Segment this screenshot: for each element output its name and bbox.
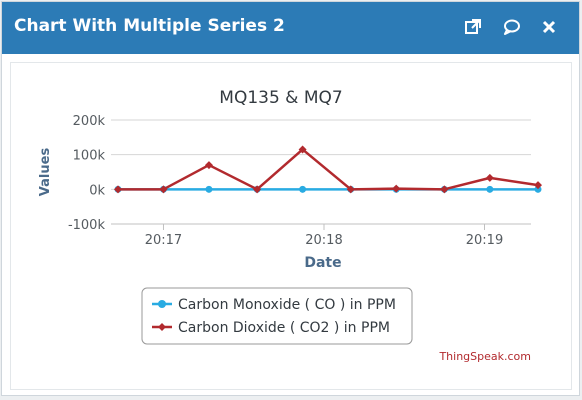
data-point <box>534 181 542 190</box>
y-axis-label: Values <box>38 148 53 197</box>
legend-label: Carbon Monoxide ( CO ) in PPM <box>178 297 396 313</box>
data-point <box>392 184 401 193</box>
x-axis-label: Date <box>304 255 341 271</box>
data-point <box>298 145 307 154</box>
data-point <box>485 173 494 182</box>
legend-marker <box>158 300 166 308</box>
data-point <box>253 185 262 194</box>
widget-header: Chart With Multiple Series 2 <box>2 2 579 54</box>
data-point <box>440 185 449 194</box>
chart-container: MQ135 & MQ7 -100k 0k 100k 200k Values 20:17 20:… <box>10 62 572 390</box>
close-icon[interactable] <box>539 17 559 37</box>
x-tick-label: 20:19 <box>466 233 503 248</box>
legend-label: Carbon Dioxide ( CO2 ) in PPM <box>178 320 390 336</box>
chart-title: MQ135 & MQ7 <box>219 88 342 108</box>
legend-marker <box>158 323 166 331</box>
y-tick-label: 0k <box>89 183 105 198</box>
line-chart: MQ135 & MQ7 -100k 0k 100k 200k Values 20:17 20:… <box>38 88 542 363</box>
data-point <box>346 185 355 194</box>
data-point <box>299 185 307 193</box>
data-point <box>205 185 213 193</box>
series-line-2 <box>118 148 539 191</box>
chart-credit: ThingSpeak.com <box>438 350 531 363</box>
x-tick-label: 20:17 <box>145 233 182 248</box>
data-point <box>486 185 494 193</box>
x-tick-label: 20:18 <box>305 233 342 248</box>
y-tick-label: 200k <box>73 114 106 129</box>
y-tick-label: 100k <box>73 149 106 164</box>
comment-icon[interactable] <box>502 17 522 37</box>
data-point <box>534 185 542 193</box>
data-point <box>204 161 213 170</box>
data-point <box>159 185 168 194</box>
widget-title: Chart With Multiple Series 2 <box>14 16 285 36</box>
external-link-icon[interactable] <box>463 17 483 37</box>
legend-box <box>141 287 413 345</box>
y-tick-label: -100k <box>68 218 106 233</box>
data-point <box>114 185 122 194</box>
